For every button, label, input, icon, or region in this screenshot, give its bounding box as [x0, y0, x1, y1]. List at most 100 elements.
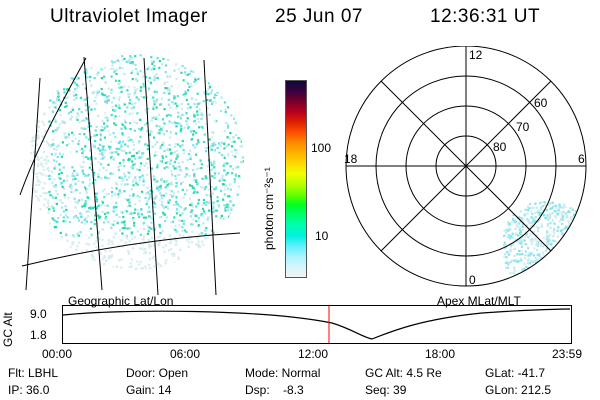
emission-pixel: [220, 110, 223, 113]
emission-pixel: [531, 221, 534, 224]
emission-pixel: [544, 249, 547, 253]
emission-pixel: [549, 207, 552, 210]
emission-pixel: [101, 145, 104, 148]
emission-pixel: [230, 145, 234, 148]
emission-pixel: [171, 174, 174, 177]
emission-pixel: [201, 203, 204, 206]
emission-pixel: [128, 240, 131, 243]
emission-pixel: [170, 85, 173, 88]
emission-pixel: [158, 235, 161, 238]
emission-pixel: [530, 240, 533, 243]
emission-pixel: [571, 218, 574, 221]
emission-pixel: [144, 143, 147, 146]
emission-pixel: [40, 173, 43, 176]
emission-pixel: [540, 278, 543, 281]
emission-pixel: [193, 114, 196, 117]
emission-pixel: [178, 116, 181, 119]
emission-pixel: [175, 132, 178, 135]
emission-pixel: [521, 279, 524, 282]
emission-pixel: [234, 155, 237, 158]
emission-pixel: [92, 255, 95, 258]
emission-pixel: [569, 267, 572, 270]
emission-pixel: [179, 214, 182, 217]
emission-pixel: [226, 162, 229, 165]
emission-pixel: [168, 249, 171, 252]
emission-pixel: [107, 239, 111, 242]
emission-pixel: [554, 216, 557, 219]
emission-pixel: [536, 211, 539, 214]
emission-pixel: [103, 126, 106, 129]
emission-pixel: [507, 221, 510, 224]
emission-pixel: [128, 201, 131, 204]
emission-pixel: [56, 155, 59, 158]
emission-pixel: [209, 92, 213, 95]
emission-pixel: [36, 130, 40, 133]
emission-pixel: [543, 214, 546, 217]
emission-pixel: [52, 159, 56, 162]
emission-pixel: [527, 261, 530, 265]
emission-pixel: [127, 252, 130, 255]
emission-pixel: [153, 228, 156, 231]
emission-pixel: [580, 276, 583, 279]
emission-pixel: [584, 216, 586, 219]
emission-pixel: [505, 228, 508, 231]
emission-pixel: [97, 230, 101, 234]
emission-pixel: [193, 113, 196, 116]
emission-pixel: [571, 252, 574, 255]
emission-pixel: [133, 221, 136, 224]
emission-pixel: [82, 165, 85, 169]
emission-pixel: [211, 102, 214, 106]
emission-pixel: [522, 278, 525, 281]
emission-pixel: [133, 203, 137, 206]
emission-pixel: [201, 240, 204, 243]
emission-pixel: [104, 212, 107, 215]
emission-pixel: [173, 253, 176, 256]
emission-pixel: [211, 175, 214, 178]
emission-pixel: [565, 237, 568, 240]
emission-pixel: [148, 140, 151, 143]
emission-pixel: [531, 277, 535, 280]
emission-pixel: [56, 220, 59, 223]
emission-pixel: [186, 123, 189, 126]
emission-pixel: [63, 132, 66, 135]
emission-pixel: [546, 262, 549, 265]
emission-pixel: [554, 286, 556, 288]
emission-pixel: [207, 188, 211, 191]
emission-pixel: [122, 215, 125, 219]
emission-pixel: [79, 165, 82, 168]
emission-pixel: [105, 177, 109, 180]
emission-pixel: [150, 119, 153, 122]
emission-pixel: [183, 152, 186, 155]
emission-pixel: [110, 240, 114, 243]
emission-pixel: [172, 191, 176, 194]
emission-pixel: [110, 91, 113, 94]
emission-pixel: [123, 85, 126, 88]
emission-pixel: [55, 190, 58, 193]
emission-pixel: [233, 117, 236, 120]
emission-pixel: [120, 143, 123, 146]
emission-pixel: [195, 98, 198, 101]
emission-pixel: [168, 148, 172, 151]
emission-pixel: [185, 112, 188, 115]
emission-pixel: [564, 268, 567, 271]
emission-pixel: [131, 165, 134, 168]
emission-pixel: [166, 161, 169, 164]
emission-pixel: [571, 241, 574, 244]
emission-pixel: [546, 274, 549, 277]
emission-pixel: [559, 211, 562, 214]
emission-pixel: [123, 226, 126, 230]
emission-pixel: [63, 91, 66, 94]
emission-pixel: [148, 194, 151, 197]
emission-pixel: [184, 90, 187, 93]
emission-pixel: [229, 183, 232, 186]
emission-pixel: [157, 186, 161, 189]
emission-pixel: [533, 267, 536, 270]
emission-pixel: [96, 222, 99, 225]
emission-pixel: [94, 140, 97, 143]
emission-pixel: [42, 187, 45, 190]
emission-pixel: [529, 262, 532, 265]
emission-pixel: [114, 192, 117, 195]
emission-pixel: [163, 83, 166, 86]
emission-pixel: [67, 197, 70, 200]
emission-pixel: [107, 163, 110, 166]
